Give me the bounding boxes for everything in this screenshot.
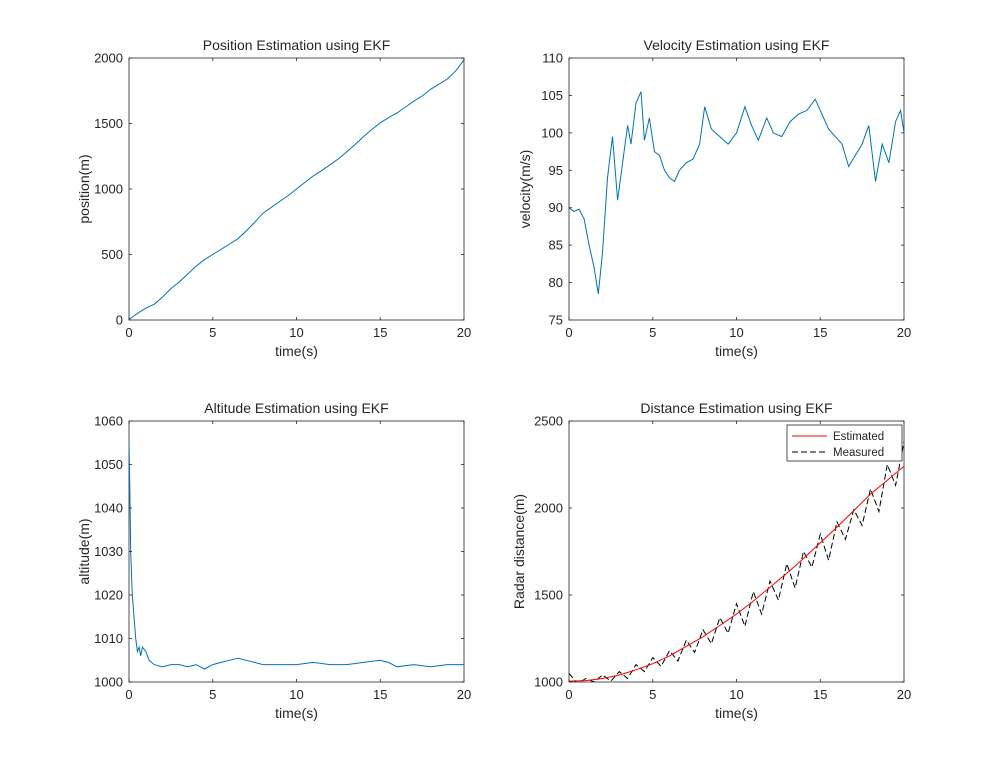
x-axis-label: time(s) — [275, 343, 318, 359]
legend-label-estimated: Estimated — [833, 431, 884, 443]
chart-title: Altitude Estimation using EKF — [204, 400, 388, 416]
y-axis-label: position(m) — [76, 154, 92, 223]
y-tick-label: 1060 — [94, 414, 123, 429]
series-group — [569, 91, 904, 294]
chart-title: Position Estimation using EKF — [203, 37, 391, 53]
chart-title: Velocity Estimation using EKF — [644, 37, 830, 53]
series-line — [129, 442, 464, 670]
series-group — [569, 441, 904, 682]
x-tick-label: 15 — [813, 325, 827, 340]
series-group — [129, 442, 464, 670]
y-tick-label: 1000 — [94, 182, 123, 197]
x-tick-label: 10 — [289, 687, 303, 702]
y-tick-label: 80 — [549, 275, 563, 290]
series-line — [569, 91, 904, 294]
x-tick-label: 10 — [289, 325, 303, 340]
x-tick-label: 15 — [373, 325, 387, 340]
x-tick-label: 5 — [649, 687, 656, 702]
y-tick-label: 95 — [549, 163, 563, 178]
x-tick-label: 5 — [209, 325, 216, 340]
y-tick-label: 1050 — [94, 457, 123, 472]
x-tick-label: 20 — [457, 687, 471, 702]
y-tick-label: 0 — [116, 313, 123, 328]
subplot-4: 0 5 10 15 20 1000 1500 2000 2500 Distance Estimat… — [511, 400, 911, 721]
y-tick-label: 1020 — [94, 588, 123, 603]
legend-box — [786, 424, 903, 462]
x-tick-label: 15 — [813, 687, 827, 702]
x-tick-label: 15 — [373, 687, 387, 702]
subplot-2: 0 5 10 15 20 75 80 85 90 95 100 105 110 Velocity Esti… — [517, 37, 911, 359]
y-tick-label: 2000 — [534, 501, 563, 516]
y-tick-label: 100 — [541, 125, 563, 140]
x-tick-label: 10 — [729, 325, 743, 340]
axes-box — [128, 420, 465, 683]
y-tick-label: 90 — [549, 200, 563, 215]
chart-title: Distance Estimation using EKF — [640, 400, 832, 416]
y-tick-label: 2500 — [534, 414, 563, 429]
y-tick-label: 1500 — [534, 588, 563, 603]
x-tick-label: 20 — [457, 325, 471, 340]
x-tick-label: 5 — [209, 687, 216, 702]
y-axis-label: velocity(m/s) — [517, 150, 533, 229]
series-measured-line — [569, 441, 904, 682]
x-tick-label: 20 — [897, 325, 911, 340]
x-tick-label: 10 — [729, 687, 743, 702]
x-tick-label: 0 — [565, 687, 572, 702]
y-tick-label: 1010 — [94, 631, 123, 646]
x-axis-label: time(s) — [275, 705, 318, 721]
x-tick-label: 0 — [125, 325, 132, 340]
y-tick-label: 1500 — [94, 116, 123, 131]
y-tick-label: 1000 — [534, 675, 563, 690]
y-axis-label: altitude(m) — [76, 518, 92, 584]
y-tick-label: 1040 — [94, 501, 123, 516]
x-axis-label: time(s) — [715, 343, 758, 359]
subplot-3: 0 5 10 15 20 1000 1010 1020 1030 1040 1050 1060 Alti… — [76, 400, 471, 721]
y-tick-label: 500 — [101, 247, 123, 262]
y-axis-label: Radar distance(m) — [511, 494, 527, 609]
axes-box — [568, 57, 905, 321]
y-tick-label: 1030 — [94, 544, 123, 559]
x-tick-label: 20 — [897, 687, 911, 702]
series-estimated-line — [569, 465, 904, 682]
y-tick-label: 105 — [541, 88, 563, 103]
x-axis-label: time(s) — [715, 705, 758, 721]
y-tick-label: 85 — [549, 238, 563, 253]
x-tick-label: 0 — [565, 325, 572, 340]
y-tick-label: 110 — [542, 51, 563, 66]
series-line — [129, 59, 464, 320]
subplot-1: 0 5 10 15 20 0 500 1000 1500 2000 Position Estimat… — [76, 37, 471, 359]
axes-box — [568, 420, 905, 683]
y-tick-label: 75 — [549, 313, 563, 328]
series-group — [129, 59, 464, 320]
y-tick-label: 2000 — [94, 51, 123, 66]
legend-label-measured: Measured — [833, 447, 884, 459]
x-tick-label: 0 — [125, 687, 132, 702]
y-tick-label: 1000 — [94, 675, 123, 690]
x-tick-label: 5 — [649, 325, 656, 340]
legend: Estimated Measured — [786, 424, 903, 462]
